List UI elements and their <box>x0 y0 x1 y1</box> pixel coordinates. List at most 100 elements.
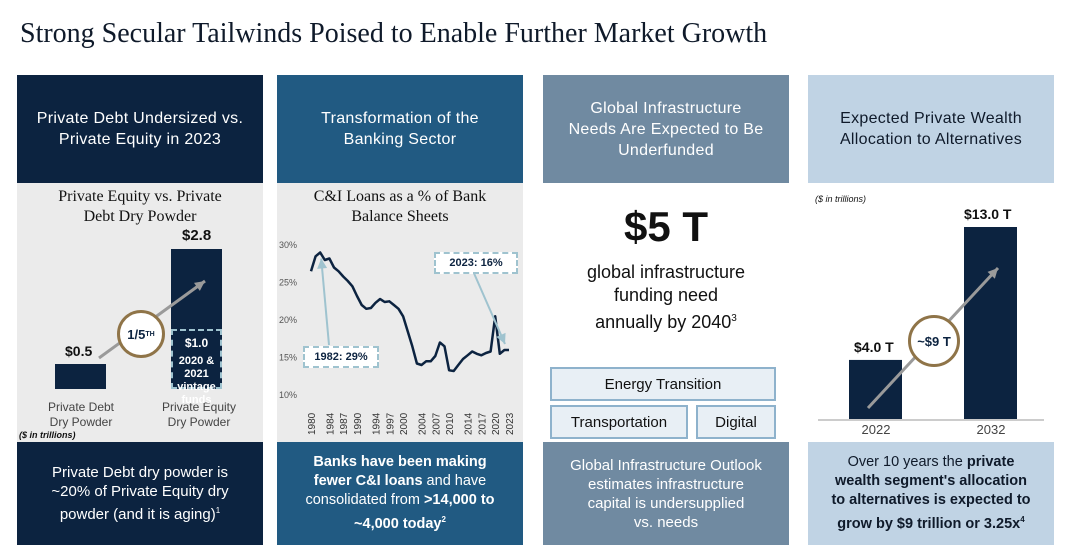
panel2-chart-title-line2: Balance Sheets <box>351 208 449 225</box>
y-tick-label: 30% <box>279 240 297 250</box>
pill-energy-transition: Energy Transition <box>550 367 776 401</box>
panel4-footnote: 4 <box>1020 515 1025 525</box>
private-debt-axis-label: Private Debt Dry Powder <box>31 400 131 430</box>
x-tick-label: 1984 <box>325 412 336 435</box>
callout-arrow-2023-head <box>496 332 506 344</box>
value-2022-label: $4.0 T <box>854 338 894 355</box>
panel3-footer-line1: Global Infrastructure Outlook <box>570 456 762 474</box>
infrastructure-big-number: $5 T <box>623 203 709 250</box>
panel4-header: Expected Private Wealth Allocation to Alt… <box>808 75 1054 183</box>
private-debt-axis-line1: Private Debt <box>47 400 115 414</box>
panel2-footer-text2: and have <box>422 473 487 490</box>
vintage-funds-segment: $1.0 2020 & 2021 vintage funds <box>171 329 222 406</box>
infra-desc-line1: global infrastructure <box>586 262 746 282</box>
panel1-footer-line2: ~20% of Private Equity dry <box>51 483 229 500</box>
panel2-footer-line1: Banks have been making <box>313 454 487 471</box>
panel1-footer-line1: Private Debt dry powder is <box>52 464 228 481</box>
value-2032-label: $13.0 T <box>964 206 1012 222</box>
panel1-chart-title-line2: Debt Dry Powder <box>83 208 197 225</box>
callout-arrow-1982 <box>320 258 330 346</box>
private-debt-value-label: $0.5 <box>65 343 93 359</box>
vintage-funds-line1: 2020 & <box>178 355 215 367</box>
callout-2023: 2023: 16% <box>434 252 518 274</box>
panel1-footer-line3: powder (and it is aging) <box>59 506 216 523</box>
panel-private-wealth: Expected Private Wealth Allocation to Alt… <box>808 75 1054 545</box>
panel4-units-note: ($ in trillions) <box>815 194 867 204</box>
panel3-footer-line2: estimates infrastructure <box>588 475 744 493</box>
pill-transportation: Transportation <box>550 405 688 439</box>
y-tick-label: 25% <box>279 278 297 288</box>
panel3-header-line3: Underfunded <box>618 141 714 159</box>
panel3-body: $5 T global infrastructure funding need … <box>543 183 789 442</box>
panel2-header-line1: Transformation of the <box>321 110 479 127</box>
ci-loans-chart: 30%25%20%15%10%1980 1984 1987 1990 1994 1997 2… <box>279 240 516 435</box>
panel1-body: Private Equity vs. Private Debt Dry Powde… <box>17 183 263 442</box>
ci-loans-line <box>309 251 509 373</box>
panel4-header-line2: Allocation to Alternatives <box>839 131 1023 148</box>
private-equity-axis-line1: Private Equity <box>161 400 237 414</box>
vintage-funds-line2: 2021 <box>184 368 209 380</box>
private-equity-axis-label: Private Equity Dry Powder <box>149 400 249 430</box>
x-tick-label: 2000 <box>399 412 410 435</box>
bar-2032 <box>964 227 1017 419</box>
x-tick-label: 1994 <box>371 412 382 435</box>
y-tick-label: 10% <box>279 390 297 400</box>
panel3-header-line1: Global Infrastructure <box>590 99 742 117</box>
vintage-funds-label: 2020 & 2021 vintage funds <box>173 355 220 407</box>
panel2-chart-title-line1: C&I Loans as a % of Bank <box>313 188 487 205</box>
panel4-header-line1: Expected Private Wealth <box>840 110 1022 127</box>
vintage-funds-line3: vintage <box>177 381 216 393</box>
y-tick-label: 15% <box>279 353 297 363</box>
panel4-footer-bold1: private <box>966 454 1015 471</box>
infra-desc-line3: annually by 2040 <box>595 312 732 332</box>
x-tick-label: 2007 <box>431 412 442 435</box>
panel4-footer-bold4: grow by $9 trillion or 3.25x <box>837 515 1021 532</box>
infra-desc-line2: funding need <box>613 285 719 305</box>
x-tick-label: 1990 <box>353 412 364 435</box>
x-tick-label: 2017 <box>477 412 488 435</box>
private-wealth-chart <box>818 227 1044 421</box>
callout-1982: 1982: 29% <box>303 346 379 368</box>
panel4-footer: Over 10 years the private wealth segment… <box>808 442 1054 545</box>
panel3-footer: Global Infrastructure Outlook estimates i… <box>543 442 789 545</box>
panel2-footer-bold4: ~4,000 today <box>354 515 442 532</box>
panel3-footer-line3: capital is undersupplied <box>587 494 745 512</box>
panel4-body: ($ in trillions) $4.0 T $13.0 T 2022 203… <box>808 183 1054 442</box>
x-tick-label: 1987 <box>339 412 350 435</box>
bar-2022 <box>849 359 902 419</box>
panel1-footnote: 1 <box>215 506 221 515</box>
bar-private-equity <box>171 249 222 389</box>
ratio-value: 1/5 <box>127 326 146 342</box>
private-debt-axis-line2: Dry Powder <box>49 415 113 429</box>
infra-footnote: 3 <box>731 313 737 324</box>
x-tick-label: 1980 <box>307 412 318 435</box>
panel2-header-line2: Banking Sector <box>343 131 457 148</box>
callout-arrow-1982-head <box>317 258 328 269</box>
x-tick-label: 2014 <box>464 412 475 435</box>
panel3-header: Global Infrastructure Needs Are Expected … <box>543 75 789 183</box>
panel2-footer-bold3: >14,000 to <box>423 492 495 509</box>
pill-digital: Digital <box>696 405 776 439</box>
growth-arrow-head <box>193 281 205 291</box>
panel2-chart-title: C&I Loans as a % of Bank Balance Sheets <box>277 187 523 227</box>
dry-powder-chart <box>55 249 222 389</box>
vintage-funds-value: $1.0 <box>184 336 209 350</box>
panel-private-debt: Private Debt Undersized vs. Private Equit… <box>17 75 263 545</box>
page-title: Strong Secular Tailwinds Poised to Enabl… <box>20 18 768 49</box>
year-2022-label: 2022 <box>861 422 891 437</box>
panel4-footer-text1: Over 10 years the <box>847 454 967 471</box>
panel-banking: Transformation of the Banking Sector C&I … <box>277 75 523 545</box>
bar-private-debt <box>55 364 106 389</box>
panel1-chart-title-line1: Private Equity vs. Private <box>58 188 222 205</box>
infrastructure-description: global infrastructure funding need annua… <box>543 261 789 334</box>
year-2032-label: 2032 <box>976 422 1006 437</box>
panel-infrastructure: Global Infrastructure Needs Are Expected … <box>543 75 789 545</box>
panel2-footnote: 2 <box>441 515 446 525</box>
panel3-footer-line4: vs. needs <box>633 513 699 531</box>
panel1-header-line2: Private Equity in 2023 <box>58 131 222 148</box>
panel3-header-line2: Needs Are Expected to Be <box>568 120 764 138</box>
x-tick-label: 2010 <box>445 412 456 435</box>
panel1-header-line1: Private Debt Undersized vs. <box>36 110 244 127</box>
x-tick-label: 1997 <box>385 412 396 435</box>
panel2-body: C&I Loans as a % of Bank Balance Sheets 3… <box>277 183 523 442</box>
